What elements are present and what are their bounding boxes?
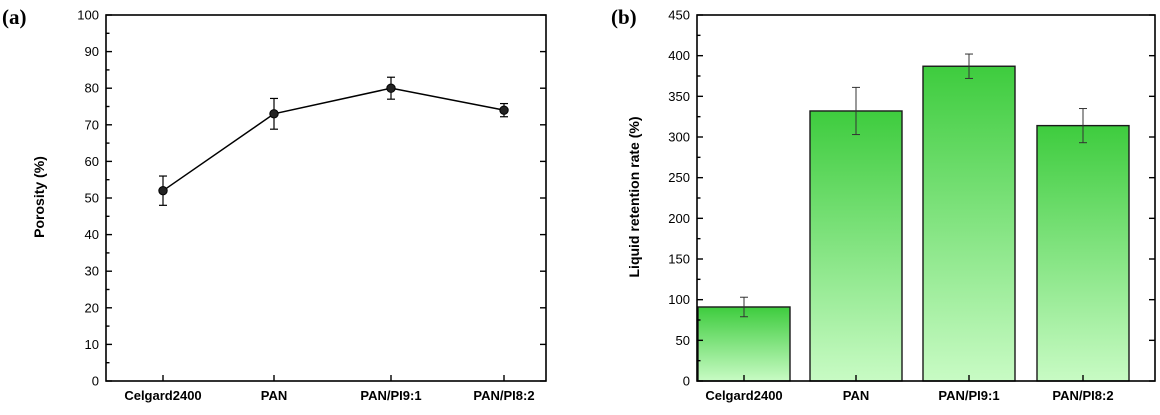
chart-a-ytick-label: 30 <box>85 264 99 279</box>
chart-b-bar <box>809 110 903 382</box>
chart-b-plot-frame <box>696 14 1156 382</box>
chart-b-ytick-label: 100 <box>668 292 690 307</box>
chart-b-xtick-label: PAN/PI9:1 <box>938 388 999 403</box>
chart-a-xtick-label: Celgard2400 <box>124 388 201 403</box>
chart-b-bar <box>1036 124 1130 382</box>
chart-a-xtick-label: PAN <box>261 388 287 403</box>
chart-b-panel-label: (b) <box>611 5 637 29</box>
chart-a-plot-frame <box>105 14 547 382</box>
chart-b-ytick-label: 350 <box>668 89 690 104</box>
chart-b-xtick-label: Celgard2400 <box>705 388 782 403</box>
chart-a-ytick-label: 10 <box>85 337 99 352</box>
chart-a-data-point <box>158 185 168 196</box>
chart-b-ytick-label: 200 <box>668 211 690 226</box>
chart-a-xtick-label: PAN/PI8:2 <box>473 388 534 403</box>
chart-a-ylabel: Porosity (%) <box>31 156 47 238</box>
chart-b-bar <box>922 65 1016 382</box>
chart-b-ytick-label: 150 <box>668 252 690 267</box>
chart-a-data-point <box>269 109 279 119</box>
chart-a-data-point <box>499 105 509 115</box>
chart-b-ylabel: Liquid retention rate (%) <box>626 117 642 278</box>
chart-b-xtick-label: PAN/PI8:2 <box>1052 388 1113 403</box>
chart-b-ytick-label: 250 <box>668 170 690 185</box>
chart-a-ytick-label: 100 <box>77 8 99 23</box>
chart-a-series-line <box>162 87 505 192</box>
chart-a-xtick-label: PAN/PI9:1 <box>360 388 421 403</box>
chart-b-ytick-label: 0 <box>683 374 690 389</box>
chart-a-ytick-label: 40 <box>85 227 99 242</box>
chart-b-bar <box>697 306 791 382</box>
chart-b-ytick-label: 450 <box>668 8 690 23</box>
chart-b-liquid-retention: (b) Liquid retention rate (%) 0 50 100 150 2… <box>611 5 1156 403</box>
chart-a-ytick-label: 70 <box>85 117 99 132</box>
chart-b-ytick-label: 50 <box>676 333 690 348</box>
chart-a-ytick-label: 90 <box>85 44 99 59</box>
chart-a-ytick-label: 80 <box>85 81 99 96</box>
chart-a-ytick-label: 20 <box>85 300 99 315</box>
chart-a-data-point <box>386 83 396 93</box>
chart-a-ytick-label: 0 <box>92 374 99 389</box>
chart-a-panel-label: (a) <box>2 5 27 29</box>
chart-b-ytick-label: 300 <box>668 130 690 145</box>
chart-a-ytick-label: 60 <box>85 154 99 169</box>
chart-a-ytick-label: 50 <box>85 191 99 206</box>
chart-b-xtick-label: PAN <box>843 388 869 403</box>
chart-b-ytick-label: 400 <box>668 48 690 63</box>
chart-a-porosity: (a) Porosity (%) 0102030405060708090100 … <box>2 5 547 403</box>
